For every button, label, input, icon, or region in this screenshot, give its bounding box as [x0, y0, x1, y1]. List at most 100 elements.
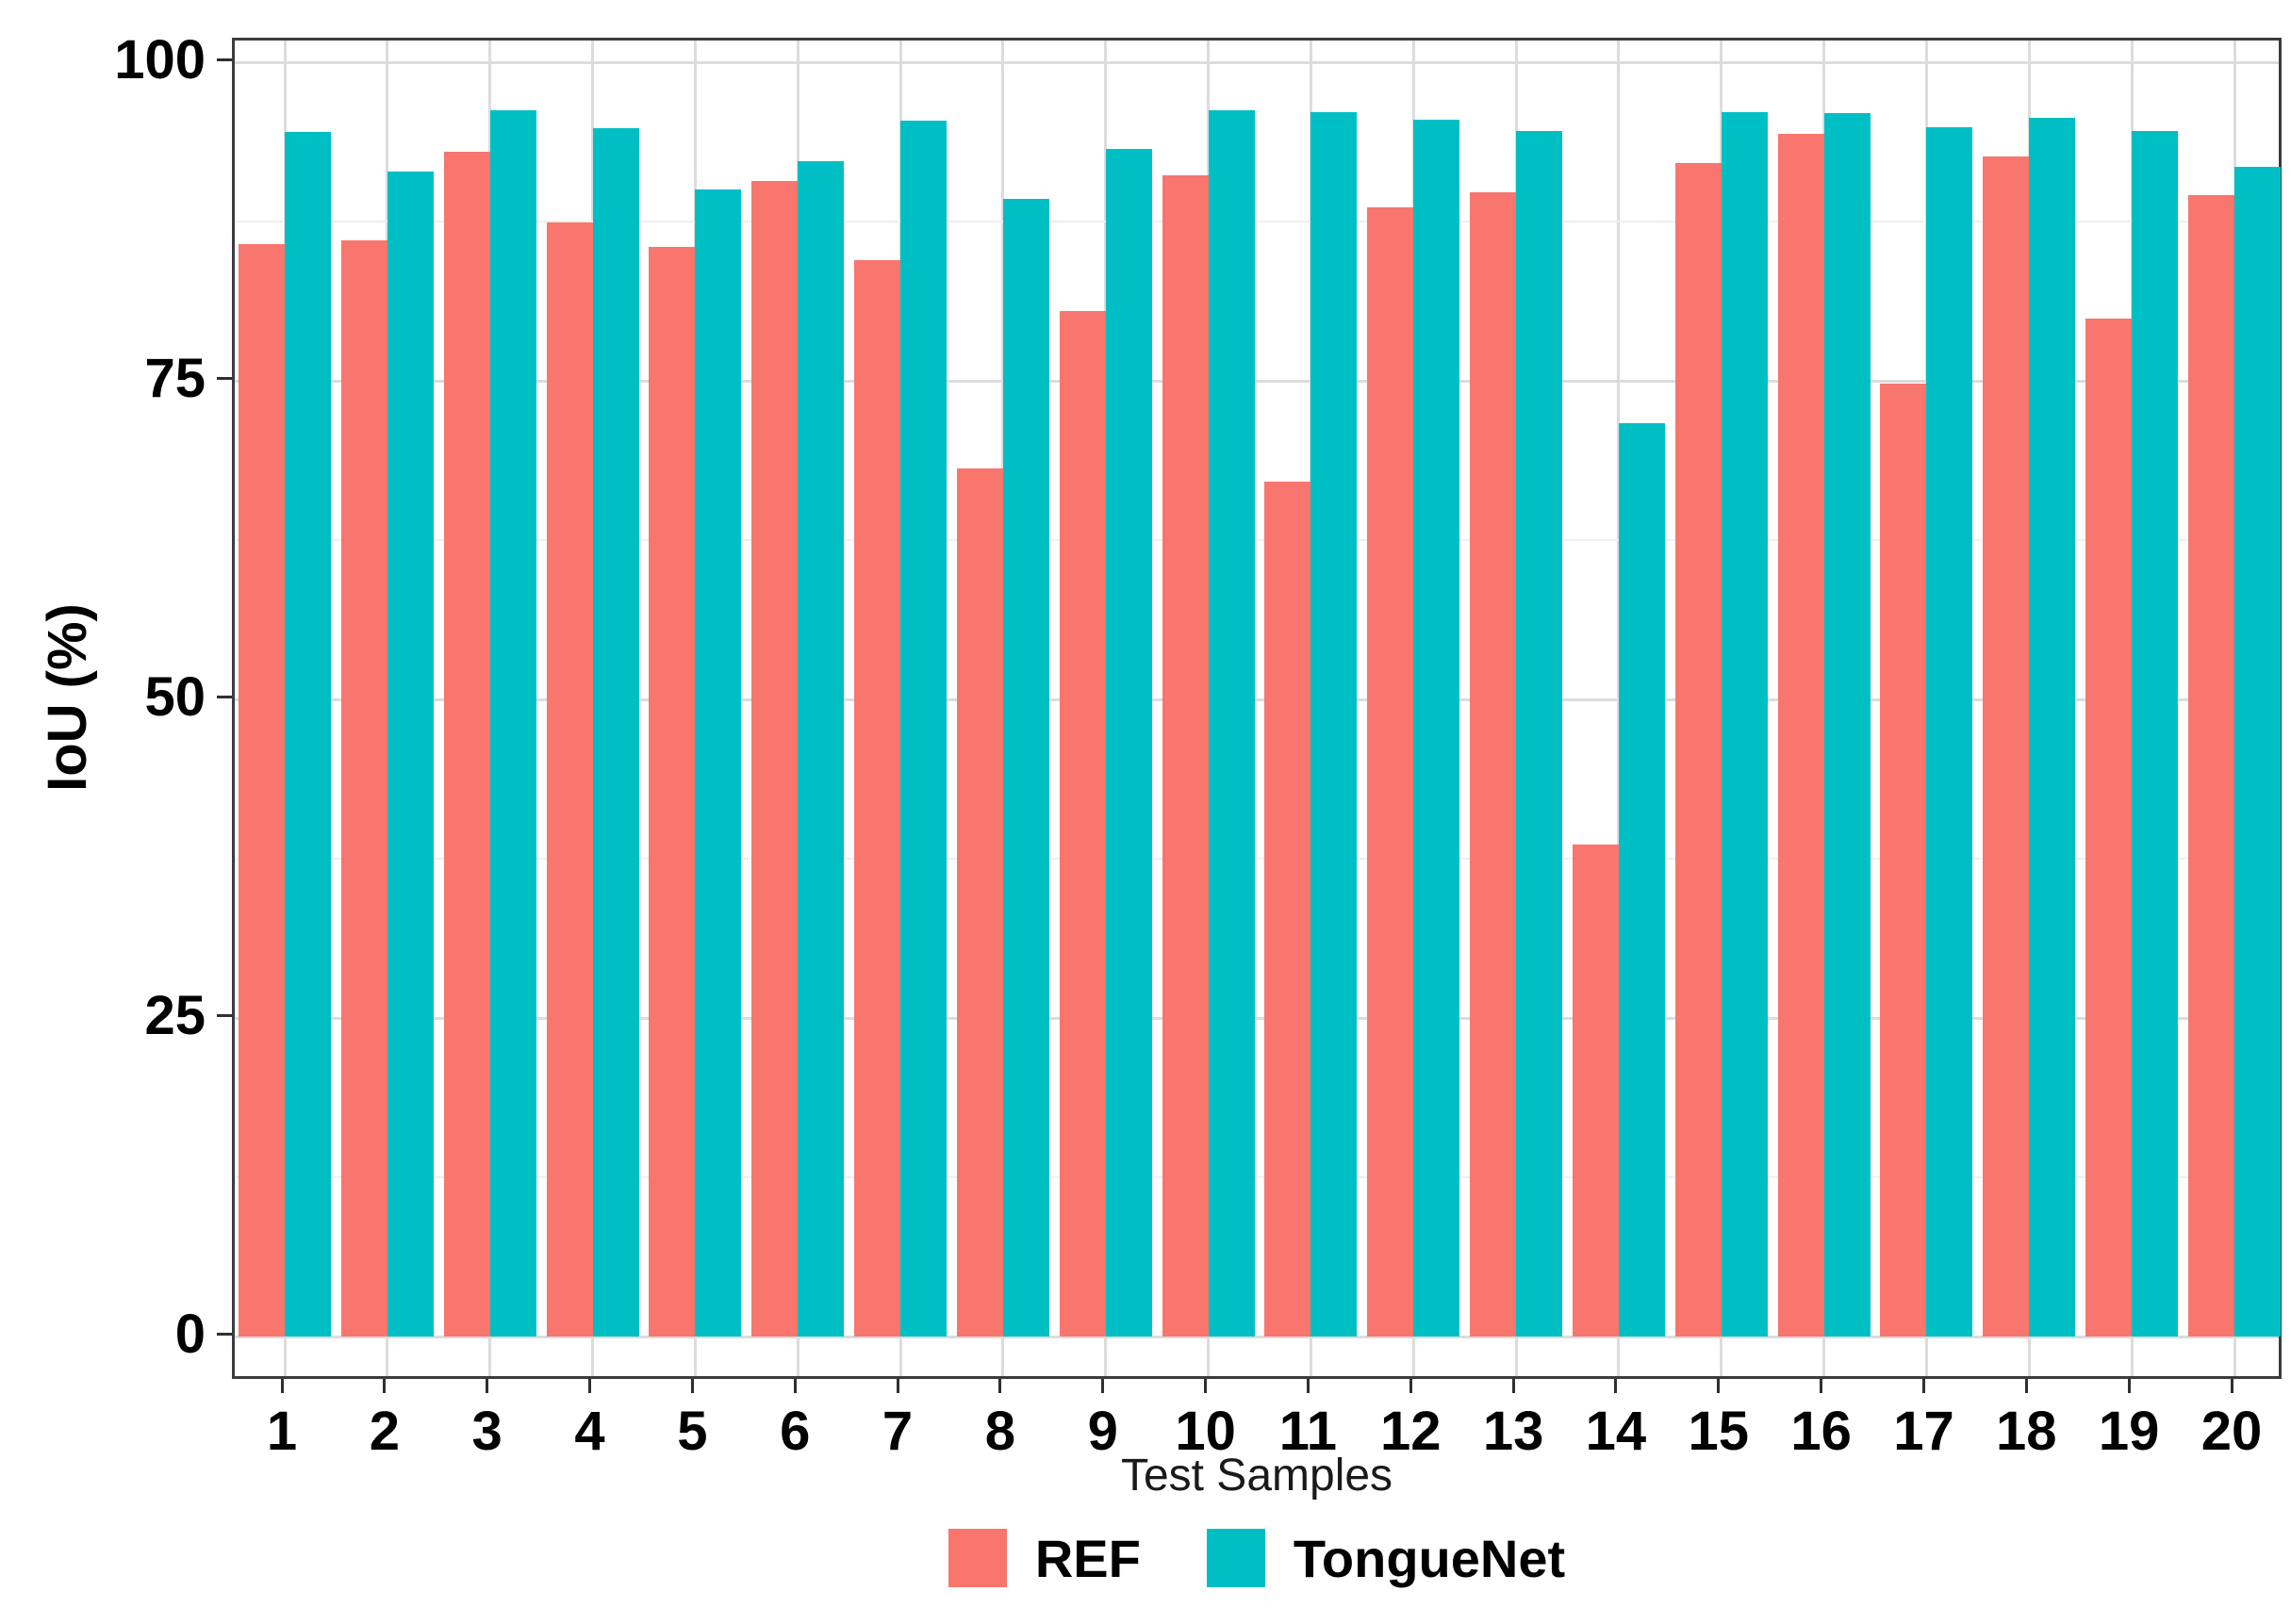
major-gridline-75	[235, 379, 2279, 383]
y-tick-label-25: 25	[144, 985, 206, 1046]
x-tick-mark-5	[690, 1379, 694, 1393]
y-tick-label-0: 0	[174, 1304, 206, 1365]
bar-ref-sample-10	[1162, 175, 1209, 1337]
bar-tonguenet-sample-19	[2132, 131, 2179, 1337]
minor-gridline-87.5	[235, 221, 2279, 222]
bar-ref-sample-14	[1572, 845, 1619, 1337]
x-tick-label-14: 14	[1585, 1401, 1647, 1462]
x-tick-label-15: 15	[1688, 1401, 1750, 1462]
bar-ref-sample-9	[1059, 310, 1106, 1337]
bar-ref-sample-13	[1470, 191, 1517, 1337]
bar-tonguenet-sample-15	[1721, 111, 1768, 1337]
bar-tonguenet-sample-1	[285, 132, 331, 1337]
bar-ref-sample-19	[2085, 318, 2133, 1337]
bar-tonguenet-sample-17	[1926, 126, 1973, 1337]
legend: REF TongueNet	[232, 1506, 2282, 1610]
bar-ref-sample-17	[1880, 383, 1927, 1337]
bar-ref-sample-18	[1983, 156, 2030, 1337]
x-axis-title: Test Samples	[1120, 1451, 1393, 1501]
bar-tonguenet-sample-8	[1002, 198, 1049, 1337]
major-gridline-25	[235, 1016, 2279, 1020]
y-tick-mark-100	[217, 57, 232, 61]
y-tick-label-75: 75	[144, 348, 206, 409]
major-gridline-100	[235, 60, 2279, 64]
x-tick-mark-17	[1921, 1379, 1925, 1393]
major-gridline-0	[235, 1335, 2279, 1338]
bar-ref-sample-12	[1367, 207, 1414, 1337]
x-tick-label-8: 8	[984, 1401, 1016, 1462]
x-tick-label-4: 4	[574, 1401, 605, 1462]
x-tick-mark-6	[793, 1379, 797, 1393]
x-tick-label-5: 5	[677, 1401, 708, 1462]
major-gridline-50	[235, 697, 2279, 701]
y-tick-label-100: 100	[114, 29, 206, 90]
bar-tonguenet-sample-2	[387, 172, 434, 1337]
x-tick-label-12: 12	[1379, 1401, 1442, 1462]
legend-item-tonguenet: TongueNet	[1206, 1528, 1566, 1589]
bar-ref-sample-3	[443, 151, 490, 1337]
x-tick-label-19: 19	[2098, 1401, 2160, 1462]
bar-ref-sample-5	[649, 247, 696, 1337]
x-tick-mark-1	[280, 1379, 284, 1393]
minor-gridline-62.5	[235, 539, 2279, 541]
x-tick-mark-3	[486, 1379, 489, 1393]
y-tick-mark-75	[217, 376, 232, 380]
legend-swatch-tonguenet	[1206, 1529, 1265, 1587]
bar-ref-sample-2	[340, 240, 387, 1337]
x-tick-label-13: 13	[1482, 1401, 1544, 1462]
x-tick-label-16: 16	[1790, 1401, 1852, 1462]
bar-tonguenet-sample-12	[1413, 119, 1460, 1337]
bar-ref-sample-8	[956, 468, 1003, 1337]
minor-gridline-37.5	[235, 858, 2279, 860]
x-tick-label-17: 17	[1893, 1401, 1954, 1462]
y-tick-mark-25	[217, 1013, 232, 1017]
x-tick-label-3: 3	[471, 1401, 503, 1462]
bar-tonguenet-sample-7	[900, 121, 948, 1337]
bar-ref-sample-16	[1777, 133, 1824, 1337]
x-tick-label-11: 11	[1278, 1401, 1338, 1462]
bar-tonguenet-sample-14	[1618, 422, 1665, 1337]
bar-tonguenet-sample-16	[1823, 113, 1871, 1337]
plot-panel	[232, 38, 2282, 1379]
bar-tonguenet-sample-3	[489, 110, 536, 1337]
bar-tonguenet-sample-4	[592, 128, 639, 1337]
x-tick-mark-8	[998, 1379, 1002, 1393]
x-tick-mark-12	[1409, 1379, 1412, 1393]
x-tick-mark-15	[1717, 1379, 1721, 1393]
x-tick-mark-13	[1511, 1379, 1515, 1393]
bar-tonguenet-sample-13	[1516, 131, 1563, 1337]
x-tick-label-20: 20	[2200, 1401, 2263, 1462]
x-tick-mark-2	[383, 1379, 387, 1393]
x-tick-mark-4	[588, 1379, 592, 1393]
bar-tonguenet-sample-18	[2029, 118, 2076, 1337]
x-tick-label-7: 7	[882, 1401, 914, 1462]
legend-label-tonguenet: TongueNet	[1293, 1528, 1566, 1588]
x-tick-mark-10	[1204, 1379, 1208, 1393]
x-tick-label-6: 6	[780, 1401, 811, 1462]
bar-tonguenet-sample-11	[1310, 111, 1358, 1337]
y-tick-label-50: 50	[144, 666, 206, 728]
x-tick-mark-14	[1614, 1379, 1618, 1393]
legend-item-ref: REF	[948, 1528, 1141, 1589]
x-tick-mark-19	[2127, 1379, 2131, 1393]
bar-tonguenet-sample-9	[1105, 148, 1152, 1337]
x-tick-label-10: 10	[1175, 1401, 1236, 1462]
x-tick-mark-9	[1101, 1379, 1105, 1393]
x-tick-label-2: 2	[369, 1401, 400, 1462]
bar-ref-sample-4	[546, 222, 593, 1337]
legend-swatch-ref	[948, 1529, 1007, 1587]
x-tick-mark-11	[1306, 1379, 1310, 1393]
bar-ref-sample-15	[1674, 162, 1722, 1337]
x-tick-mark-20	[2230, 1379, 2233, 1393]
bar-tonguenet-sample-6	[798, 161, 845, 1337]
bar-tonguenet-sample-5	[695, 189, 742, 1337]
bar-ref-sample-7	[854, 259, 901, 1337]
x-tick-label-1: 1	[266, 1401, 298, 1462]
bar-ref-sample-20	[2188, 194, 2234, 1337]
bar-ref-sample-1	[239, 244, 285, 1337]
legend-label-ref: REF	[1034, 1528, 1141, 1588]
bar-ref-sample-6	[751, 180, 799, 1337]
x-tick-mark-16	[1820, 1379, 1823, 1393]
x-tick-label-18: 18	[1996, 1401, 2057, 1462]
